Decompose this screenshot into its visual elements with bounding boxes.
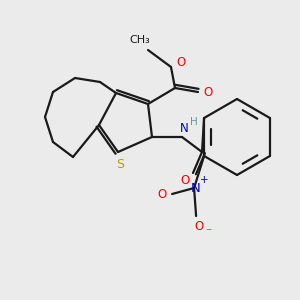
Text: CH₃: CH₃ xyxy=(130,35,150,45)
Text: N: N xyxy=(180,122,188,136)
Text: O: O xyxy=(158,188,167,200)
Text: O: O xyxy=(203,85,213,98)
Text: H: H xyxy=(190,117,198,127)
Text: N: N xyxy=(191,182,201,194)
Text: ⁻: ⁻ xyxy=(205,226,211,239)
Text: O: O xyxy=(180,173,190,187)
Text: O: O xyxy=(194,220,204,233)
Text: O: O xyxy=(176,56,186,70)
Text: +: + xyxy=(200,175,208,185)
Text: S: S xyxy=(116,158,124,172)
